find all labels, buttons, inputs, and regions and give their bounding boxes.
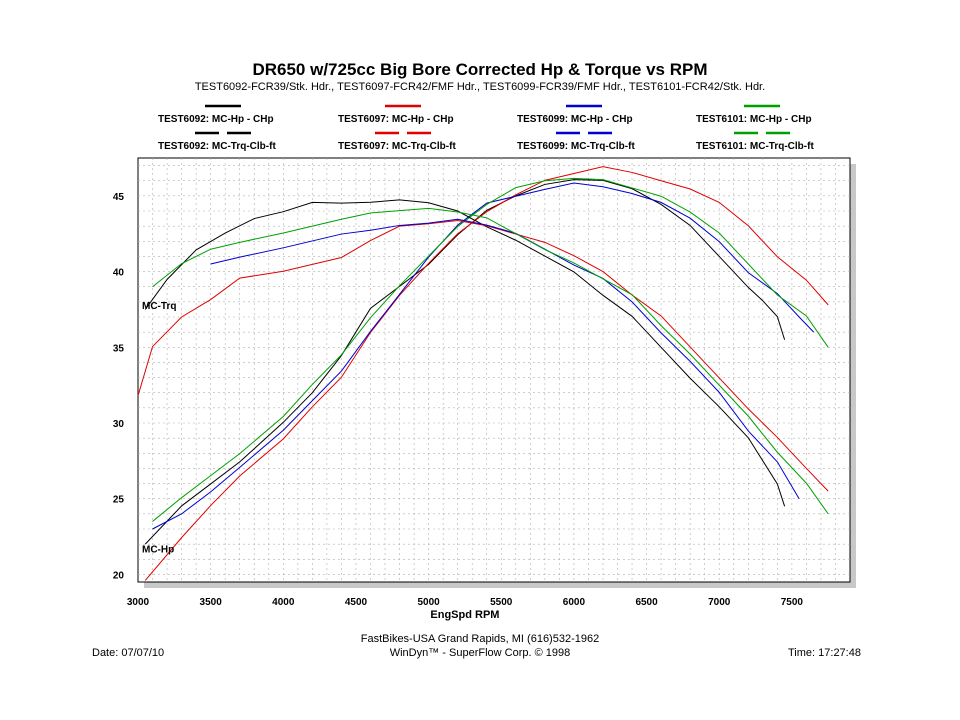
footer-date: Date: 07/07/10 [92, 647, 165, 659]
series-line-2 [144, 166, 829, 581]
y-tick-label: 25 [113, 495, 125, 506]
plot-area [137, 157, 851, 583]
series-annotation: MC-Hp [142, 545, 174, 556]
footer-company: FastBikes-USA Grand Rapids, MI (616)532-… [360, 633, 600, 645]
legend-label-6092-hp: TEST6092: MC-Hp - CHp [158, 114, 274, 125]
y-tick-label: 35 [113, 343, 125, 354]
y-tick-label: 40 [113, 268, 125, 279]
y-tick-label: 45 [113, 192, 125, 203]
legend-label-6101-trq: TEST6101: MC-Trq-Clb-ft [696, 141, 814, 152]
legend-label-6099-hp: TEST6099: MC-Hp - CHp [517, 114, 633, 125]
x-tick-label: 7500 [781, 597, 804, 608]
series-line-8 [152, 207, 829, 515]
series-line-6 [138, 220, 829, 492]
legend-label-6101-hp: TEST6101: MC-Hp - CHp [696, 114, 812, 125]
series-annotation: MC-Trq [142, 301, 176, 312]
series-line-4 [152, 177, 829, 522]
y-tick-label: 30 [113, 419, 125, 430]
series-line-3 [152, 182, 815, 530]
footer-software: WinDyn™ - SuperFlow Corp. © 1998 [389, 647, 571, 659]
x-tick-label: 4500 [345, 597, 368, 608]
chart-subtitle: TEST6092-FCR39/Stk. Hdr., TEST6097-FCR42… [194, 81, 766, 93]
x-axis-label: EngSpd RPM [430, 609, 499, 621]
legend-label-6097-hp: TEST6097: MC-Hp - CHp [338, 114, 454, 125]
x-tick-label: 3500 [200, 597, 223, 608]
x-tick-label: 6000 [563, 597, 586, 608]
footer-time: Time: 17:27:48 [788, 647, 861, 659]
legend-label-6099-trq: TEST6099: MC-Trq-Clb-ft [517, 141, 635, 152]
x-tick-label: 7000 [708, 597, 731, 608]
chart-title: DR650 w/725cc Big Bore Corrected Hp & To… [252, 60, 708, 79]
series-line-5 [144, 199, 786, 507]
x-tick-label: 3000 [127, 597, 150, 608]
x-tick-label: 5000 [417, 597, 440, 608]
legend-label-6097-trq: TEST6097: MC-Trq-Clb-ft [338, 141, 456, 152]
x-tick-label: 4000 [272, 597, 295, 608]
legend-label-6092-trq: TEST6092: MC-Trq-Clb-ft [158, 141, 276, 152]
x-tick-label: 5500 [490, 597, 513, 608]
y-tick-label: 20 [113, 570, 125, 581]
x-tick-label: 6500 [635, 597, 658, 608]
